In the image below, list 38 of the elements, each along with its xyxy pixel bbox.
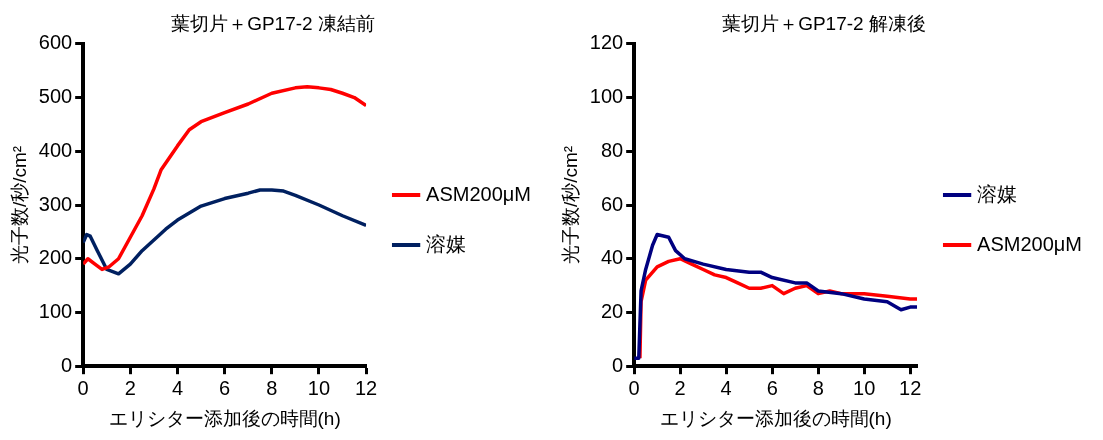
- chart-title: 葉切片＋GP17-2 解凍後: [722, 12, 926, 34]
- y-tick-label: 20: [600, 299, 624, 322]
- x-axis-title: エリシター添加後の時間(h): [659, 407, 892, 429]
- x-tick-label: 10: [307, 376, 331, 399]
- x-tick-label: 6: [766, 376, 778, 399]
- y-tick-label: 600: [38, 31, 73, 54]
- y-tick-label: 60: [600, 192, 624, 215]
- y-tick-label: 400: [38, 138, 73, 161]
- y-tick-label: 100: [38, 299, 73, 322]
- y-tick-label: 300: [38, 192, 73, 215]
- chart-title: 葉切片＋GP17-2 凍結前: [171, 12, 375, 34]
- y-tick-label: 120: [589, 31, 624, 54]
- legend-label: ASM200μM: [977, 232, 1083, 255]
- x-tick-label: 4: [720, 376, 732, 399]
- y-tick-label: 100: [589, 85, 624, 108]
- x-axis-title: エリシター添加後の時間(h): [108, 407, 341, 429]
- legend-label: ASM200μM: [426, 182, 532, 205]
- x-tick-label: 12: [899, 376, 922, 399]
- y-tick-label: 80: [600, 138, 624, 161]
- y-axis-title: 光子数/秒/cm²: [559, 145, 581, 265]
- x-tick-label: 6: [219, 376, 231, 399]
- y-tick-label: 0: [61, 353, 73, 376]
- y-axis-title: 光子数/秒/cm²: [8, 145, 30, 265]
- legend-label: 溶媒: [977, 182, 1018, 205]
- x-tick-label: 4: [171, 376, 184, 399]
- y-tick-label: 500: [38, 85, 73, 108]
- x-tick-label: 2: [124, 376, 136, 399]
- y-tick-label: 40: [600, 246, 624, 269]
- x-tick-label: 0: [77, 376, 89, 399]
- y-tick-label: 0: [612, 353, 624, 376]
- y-tick-label: 200: [38, 246, 73, 269]
- x-tick-label: 12: [354, 376, 378, 399]
- legend-label: 溶媒: [426, 232, 467, 255]
- x-tick-label: 8: [812, 376, 824, 399]
- x-tick-label: 0: [628, 376, 640, 399]
- x-tick-label: 2: [674, 376, 686, 399]
- x-tick-label: 10: [853, 376, 876, 399]
- x-tick-label: 8: [266, 376, 278, 399]
